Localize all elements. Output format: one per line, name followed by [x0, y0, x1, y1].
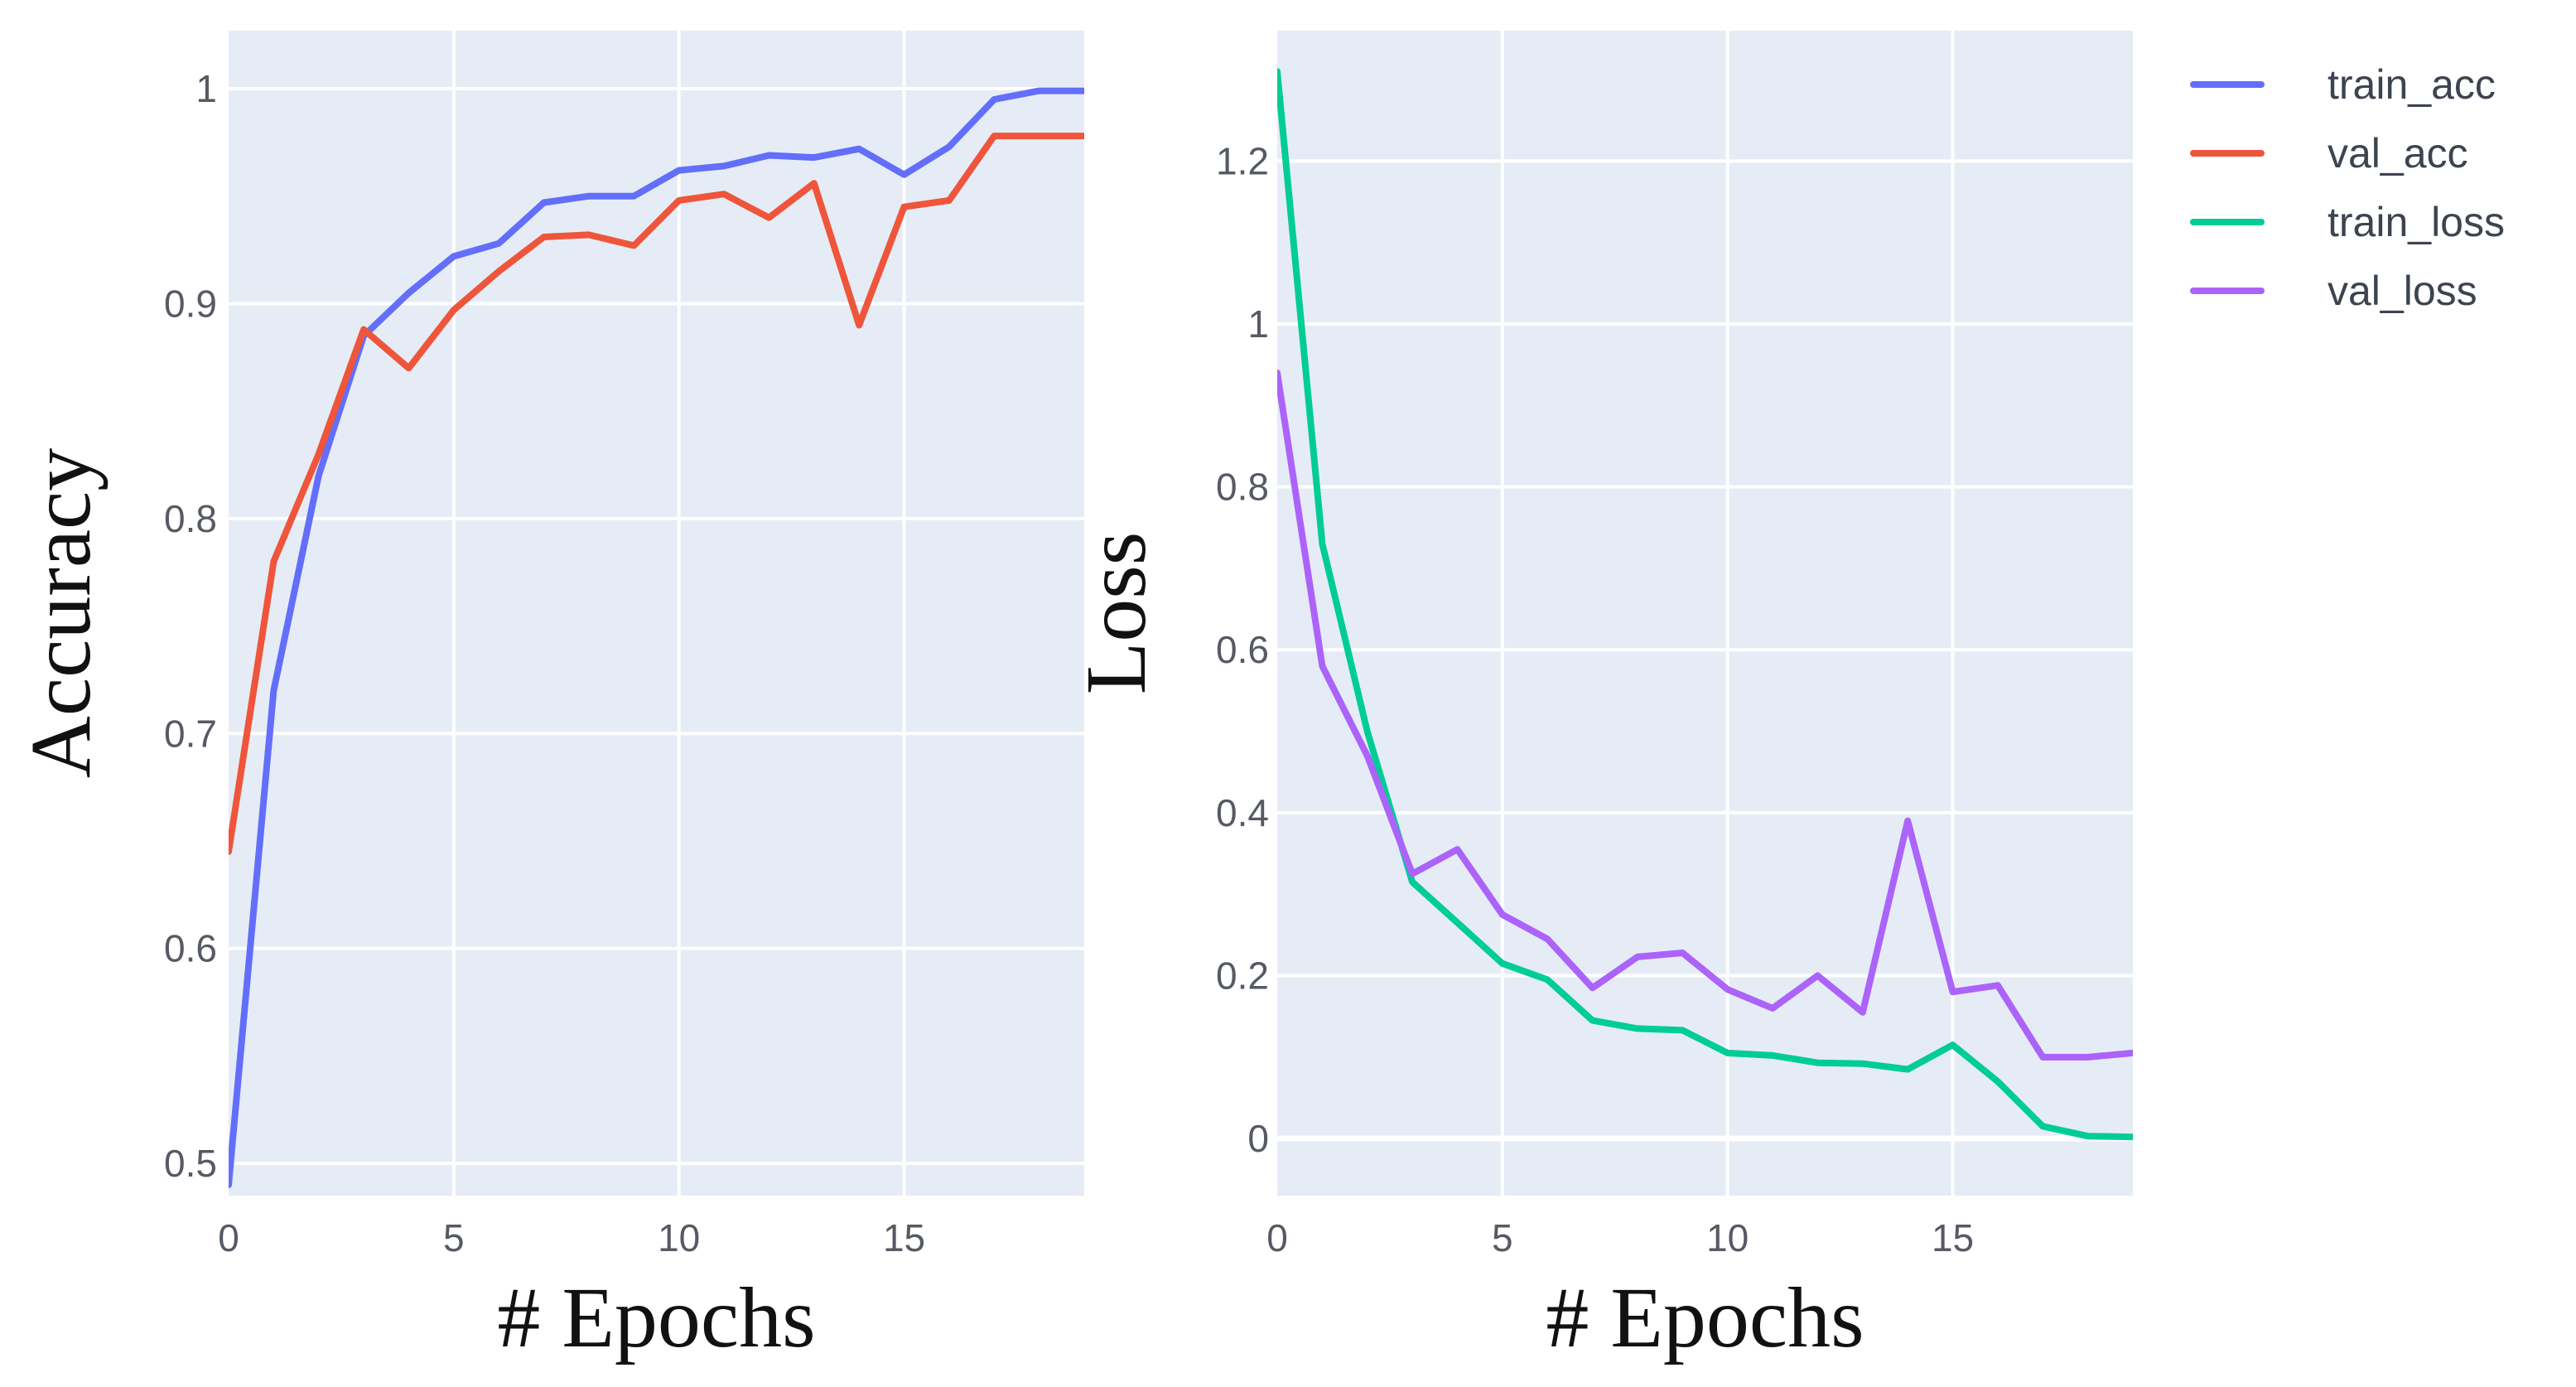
loss-series-group: [1277, 68, 2133, 1141]
accuracy-xtick-label: 5: [443, 1216, 465, 1259]
loss-ytick-label: 1: [1247, 302, 1269, 346]
accuracy-gridlines: [229, 31, 1084, 1196]
loss-xtick-label: 15: [1932, 1216, 1974, 1259]
loss-xtick-label: 0: [1266, 1216, 1288, 1259]
loss-panel: 0 5 10 15 0 0.2 0.4 0.6 0.8 1 1.2 # Epochs Loss: [1069, 31, 2133, 1365]
loss-plot-area: [1277, 31, 2133, 1196]
legend-label-val_acc: val_acc: [2328, 130, 2468, 176]
loss-ytick-label: 0: [1247, 1117, 1269, 1160]
accuracy-panel: 0 5 10 15 0.5 0.6 0.7 0.8 0.9 1 # Epochs Accuracy: [13, 31, 1084, 1365]
accuracy-ytick-label: 1: [195, 67, 217, 110]
legend-item-train_acc: train_acc: [2190, 61, 2496, 108]
loss-ytick-label: 0.4: [1216, 791, 1269, 834]
accuracy-xtick-label: 15: [883, 1216, 925, 1259]
legend-label-val_loss: val_loss: [2328, 268, 2477, 314]
loss-ytick-label: 0.2: [1216, 954, 1269, 998]
legend-label-train_loss: train_loss: [2328, 199, 2505, 245]
loss-ytick-label: 0.8: [1216, 466, 1269, 509]
series-line-val_loss: [1277, 370, 2133, 1061]
accuracy-ytick-label: 0.9: [164, 282, 217, 325]
accuracy-ytick-label: 0.8: [164, 497, 217, 540]
loss-gridlines: [1277, 31, 2133, 1196]
accuracy-series-group: [229, 87, 1084, 1188]
accuracy-ytick-label: 0.6: [164, 927, 217, 970]
loss-ytick-label: 0.6: [1216, 628, 1269, 671]
accuracy-xtick-label: 10: [658, 1216, 700, 1259]
legend-item-val_loss: val_loss: [2190, 268, 2477, 314]
loss-ytick-label: 1.2: [1216, 139, 1269, 182]
legend-item-val_acc: val_acc: [2190, 130, 2468, 176]
accuracy-plot-area: [229, 31, 1084, 1196]
loss-y-axis-title: Loss: [1069, 532, 1164, 694]
series-line-val_acc: [229, 133, 1084, 855]
accuracy-ytick-label: 0.7: [164, 712, 217, 755]
legend-item-train_loss: train_loss: [2190, 199, 2505, 245]
loss-xtick-label: 5: [1492, 1216, 1513, 1259]
accuracy-y-axis-title: Accuracy: [13, 448, 109, 778]
series-line-train_acc: [229, 87, 1084, 1188]
loss-xtick-label: 10: [1706, 1216, 1749, 1259]
accuracy-ytick-label: 0.5: [164, 1142, 217, 1185]
series-line-train_loss: [1277, 68, 2133, 1141]
legend: train_acc val_acc train_loss val_loss: [2190, 61, 2505, 314]
accuracy-xtick-label: 0: [218, 1216, 239, 1259]
accuracy-x-axis-title: # Epochs: [497, 1270, 815, 1365]
legend-label-train_acc: train_acc: [2328, 61, 2496, 108]
loss-x-axis-title: # Epochs: [1546, 1270, 1864, 1365]
